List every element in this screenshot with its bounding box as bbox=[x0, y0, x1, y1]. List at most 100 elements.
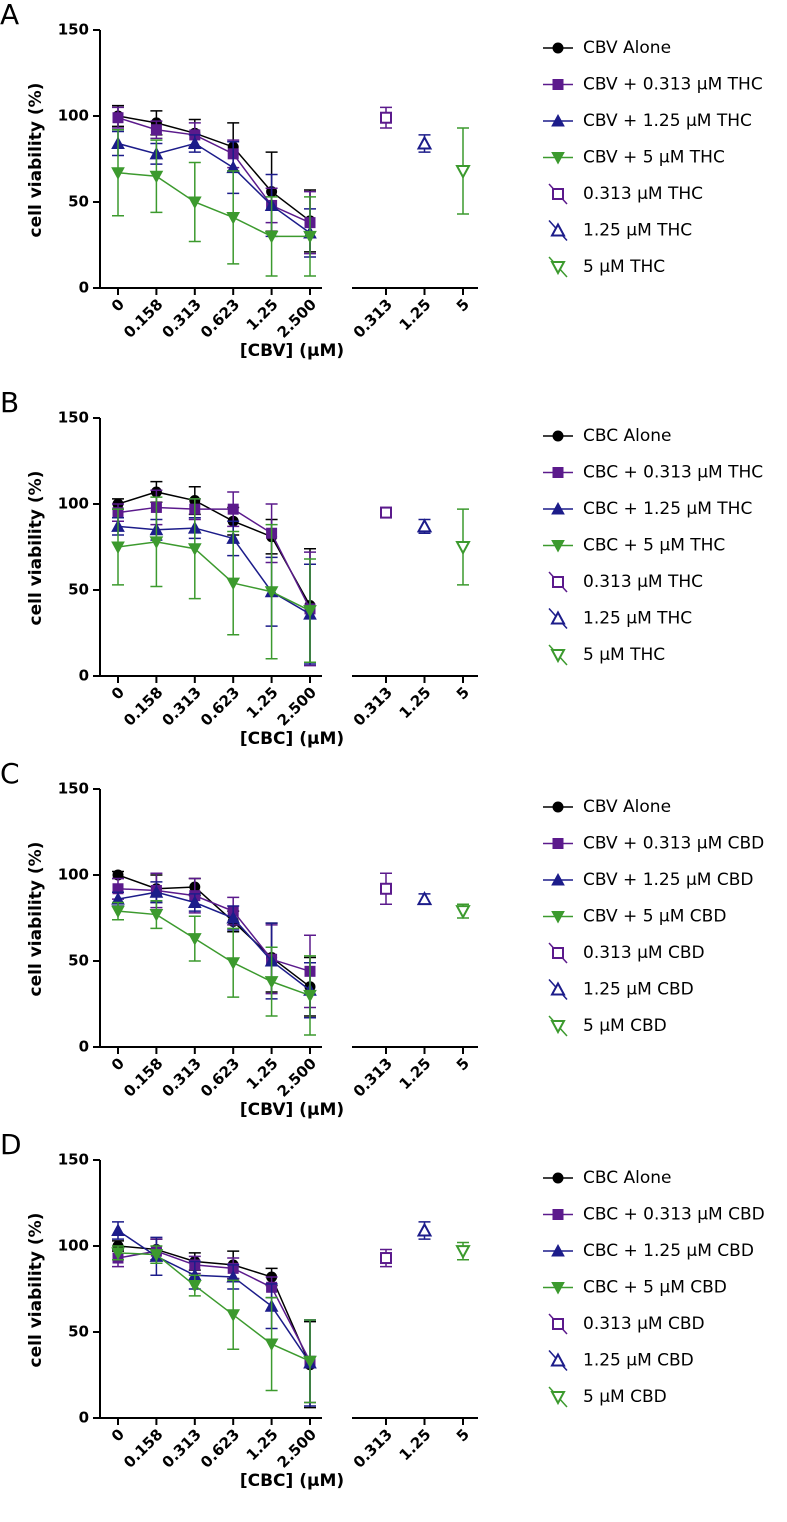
point bbox=[303, 605, 317, 618]
legend-label: CBC + 0.313 μM CBD bbox=[583, 1205, 765, 1225]
point bbox=[226, 957, 241, 970]
legend-marker bbox=[552, 1318, 564, 1330]
legend-marker bbox=[552, 947, 564, 959]
series-line bbox=[117, 1250, 311, 1362]
point bbox=[187, 933, 202, 946]
legend-label: 1.25 μM CBD bbox=[583, 1351, 694, 1371]
y-tick-label: 50 bbox=[68, 1323, 89, 1341]
point bbox=[264, 230, 279, 244]
point bbox=[150, 124, 162, 136]
legend-label: CBC + 1.25 μM THC bbox=[583, 499, 752, 519]
series-line bbox=[117, 525, 311, 615]
y-tick-label: 150 bbox=[58, 409, 89, 427]
legend-marker bbox=[552, 188, 564, 200]
x-tick-label: 1.25 bbox=[396, 1425, 435, 1464]
legend-marker bbox=[551, 1243, 565, 1257]
legend-marker bbox=[552, 1209, 564, 1220]
y-tick-label: 50 bbox=[68, 581, 89, 599]
point bbox=[187, 1280, 202, 1293]
point bbox=[416, 518, 433, 533]
x-tick-label: 0 bbox=[108, 1054, 128, 1074]
series-line bbox=[117, 506, 311, 610]
legend-label: CBC + 5 μM THC bbox=[583, 536, 725, 556]
x-tick-label: 1.25 bbox=[396, 683, 435, 722]
legend-marker bbox=[551, 1282, 565, 1295]
x-tick-label: 5 bbox=[453, 1425, 473, 1445]
point bbox=[149, 909, 164, 922]
series-line bbox=[117, 910, 311, 997]
legend-marker bbox=[551, 152, 565, 165]
point bbox=[149, 536, 164, 549]
y-tick-label: 150 bbox=[58, 21, 89, 39]
series-line bbox=[117, 874, 311, 988]
x-tick-label: 0.158 bbox=[120, 1425, 166, 1471]
legend-label: CBV + 0.313 μM CBD bbox=[583, 834, 764, 854]
x-tick-label: 0.313 bbox=[350, 295, 396, 341]
legend-label: CBC + 0.313 μM THC bbox=[583, 463, 763, 483]
legend-label: 5 μM THC bbox=[583, 645, 665, 665]
point bbox=[187, 895, 202, 909]
x-axis-label: [CBV] (μM) bbox=[240, 1100, 344, 1120]
legend-label: 0.313 μM CBD bbox=[583, 1314, 705, 1334]
x-tick-label: 0.313 bbox=[159, 295, 205, 341]
x-tick-label: 0.313 bbox=[159, 1054, 205, 1100]
legend-label: CBC Alone bbox=[583, 426, 672, 446]
point bbox=[455, 541, 471, 556]
x-tick-label: 2.500 bbox=[274, 1425, 320, 1471]
x-tick-label: 0 bbox=[108, 1425, 128, 1445]
legend-label: 0.313 μM THC bbox=[583, 184, 703, 204]
x-tick-label: 0.623 bbox=[197, 1054, 243, 1100]
series-line bbox=[117, 142, 311, 234]
legend-marker bbox=[552, 42, 564, 54]
legend-marker bbox=[551, 540, 565, 553]
legend-marker bbox=[551, 911, 565, 924]
legend-marker bbox=[550, 222, 566, 237]
x-tick-label: 0.313 bbox=[350, 1425, 396, 1471]
point bbox=[416, 890, 433, 906]
y-axis-label: cell viability (%) bbox=[26, 1213, 46, 1368]
point bbox=[380, 111, 392, 124]
legend-label: CBV + 1.25 μM CBD bbox=[583, 870, 753, 890]
legend-marker bbox=[552, 1172, 564, 1184]
x-tick-label: 0.158 bbox=[120, 295, 166, 341]
point bbox=[111, 541, 125, 555]
point bbox=[455, 1245, 471, 1260]
x-tick-label: 0.623 bbox=[197, 1425, 243, 1471]
y-tick-label: 100 bbox=[58, 1237, 89, 1255]
legend-marker bbox=[551, 501, 565, 515]
series-line bbox=[117, 172, 310, 238]
legend-marker bbox=[550, 1020, 566, 1035]
point bbox=[455, 165, 471, 180]
legend-label: CBV Alone bbox=[583, 797, 671, 817]
legend-label: CBV + 5 μM THC bbox=[583, 148, 725, 168]
x-tick-label: 0.313 bbox=[350, 1054, 396, 1100]
series-line bbox=[117, 541, 311, 612]
point bbox=[264, 976, 279, 989]
legend-label: 5 μM THC bbox=[583, 257, 665, 277]
point bbox=[111, 167, 125, 180]
series-line bbox=[117, 491, 311, 606]
legend-marker bbox=[551, 872, 565, 886]
y-axis-label: cell viability (%) bbox=[26, 471, 46, 626]
point bbox=[264, 586, 279, 599]
x-axis-label: [CBV] (μM) bbox=[240, 341, 344, 361]
x-tick-label: 1.25 bbox=[396, 295, 435, 334]
point bbox=[187, 543, 202, 556]
point bbox=[111, 1223, 125, 1237]
x-axis-label: [CBC] (μM) bbox=[240, 1471, 344, 1491]
legend-label: CBV + 0.313 μM THC bbox=[583, 75, 763, 95]
point bbox=[227, 503, 239, 515]
y-tick-label: 0 bbox=[79, 1038, 89, 1056]
x-tick-label: 5 bbox=[453, 295, 473, 315]
x-axis-label: [CBC] (μM) bbox=[240, 729, 344, 749]
panel-label: C bbox=[0, 757, 20, 790]
point bbox=[149, 1249, 164, 1262]
x-tick-label: 2.500 bbox=[274, 683, 320, 729]
y-tick-label: 0 bbox=[79, 667, 89, 685]
x-tick-label: 0.623 bbox=[197, 683, 243, 729]
y-tick-label: 100 bbox=[58, 495, 89, 513]
point bbox=[226, 577, 241, 591]
x-tick-label: 2.500 bbox=[274, 295, 320, 341]
